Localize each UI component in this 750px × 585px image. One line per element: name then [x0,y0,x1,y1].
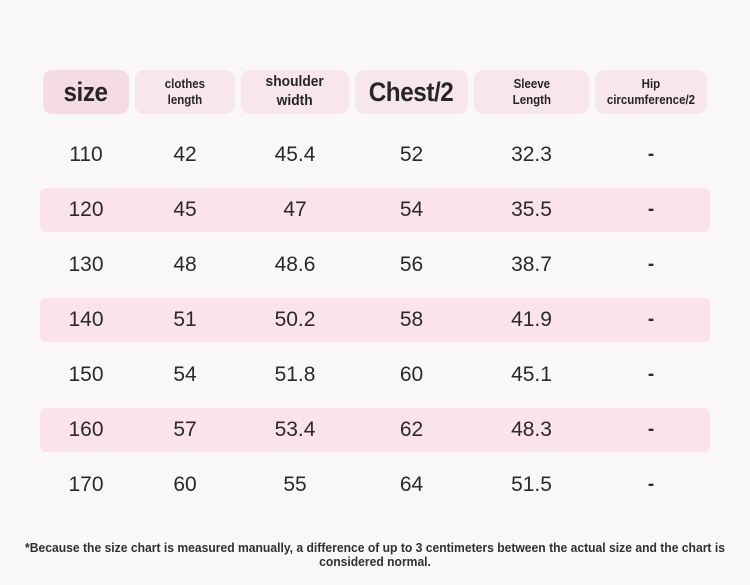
cell-hip-circumference-half: - [647,474,655,495]
cell-chest-half: 62 [399,418,424,441]
header-label-sleeve-length: Sleeve Length [512,76,550,109]
header-label-sleeve-length-line1: Sleeve [513,76,550,91]
table-row-120: 120 45 47 54 35.5 - [40,188,710,232]
header-label-hip-circumference-half-line2: circumference/2 [606,93,696,107]
cell-sleeve-length: 51.5 [511,473,552,496]
header-label-sleeve-length-line2: Length [512,93,551,107]
table-row-140: 140 51 50.2 58 41.9 - [40,298,710,342]
cell-clothes-length: 60 [173,473,197,496]
header-label-clothes-length-line1: clothes [164,76,206,91]
cell-chest-half: 60 [399,363,424,386]
cell-shoulder-width: 48.6 [274,253,316,276]
cell-shoulder-width: 50.2 [274,308,316,331]
header-label-clothes-length-line2: length [167,93,203,107]
cell-sleeve-length: 45.1 [511,363,552,386]
cell-sleeve-length: 32.3 [511,143,552,166]
size-chart-header-row: size clothes length shoulder width Chest… [40,70,710,114]
cell-shoulder-width: 51.8 [274,363,316,386]
table-row-130: 130 48 48.6 56 38.7 - [40,243,710,287]
cell-size: 120 [68,198,104,221]
cell-shoulder-width: 53.4 [274,418,316,441]
cell-size: 160 [68,418,104,441]
header-cell-sleeve-length-background [474,70,589,114]
cell-chest-half: 54 [399,198,424,221]
table-row-160: 160 57 53.4 62 48.3 - [40,408,710,452]
cell-chest-half: 58 [399,308,424,331]
header-label-hip-circumference-half-line1: Hip [641,76,661,91]
cell-clothes-length: 45 [173,198,197,221]
cell-size: 170 [68,473,104,496]
cell-clothes-length: 57 [173,418,197,441]
header-cell-size-background [43,70,129,114]
cell-hip-circumference-half: - [647,144,655,165]
cell-shoulder-width: 45.4 [274,143,316,166]
cell-hip-circumference-half: - [647,199,655,220]
header-cell-sleeve-length: Sleeve Length [471,70,592,114]
header-cell-chest-half: Chest/2 [352,70,471,114]
measurement-disclaimer: *Because the size chart is measured manu… [25,541,725,569]
header-cell-clothes-length-background [135,70,235,114]
cell-sleeve-length: 35.5 [511,198,552,221]
cell-hip-circumference-half: - [647,254,655,275]
header-label-shoulder-width-line2: width [276,92,314,109]
cell-hip-circumference-half: - [647,364,655,385]
header-cell-shoulder-width-background [241,70,349,114]
cell-hip-circumference-half: - [647,309,655,330]
header-cell-clothes-length: clothes length [132,70,238,114]
cell-clothes-length: 54 [173,363,197,386]
cell-chest-half: 56 [399,253,424,276]
header-cell-hip-circumference-half-background [595,70,707,114]
header-label-shoulder-width-line1: shoulder [265,73,325,91]
cell-shoulder-width: 47 [283,198,307,221]
cell-clothes-length: 51 [173,308,197,331]
header-label-size: size [63,76,109,107]
cell-size: 140 [68,308,104,331]
header-label-clothes-length: clothes length [165,76,205,109]
header-label-shoulder-width: shoulder width [266,73,324,111]
header-cell-shoulder-width: shoulder width [238,70,352,114]
table-row-150: 150 54 51.8 60 45.1 - [40,353,710,397]
cell-hip-circumference-half: - [647,419,655,440]
header-cell-chest-half-background [355,70,468,114]
cell-sleeve-length: 38.7 [511,253,552,276]
table-row-110: 110 42 45.4 52 32.3 - [40,133,710,177]
header-label-chest-half: Chest/2 [369,76,454,107]
cell-size: 150 [68,363,104,386]
cell-sleeve-length: 48.3 [511,418,552,441]
cell-size: 130 [68,253,104,276]
cell-chest-half: 64 [399,473,424,496]
header-label-hip-circumference-half: Hip circumference/2 [607,76,695,109]
cell-clothes-length: 42 [173,143,197,166]
cell-shoulder-width: 55 [283,473,307,496]
table-row-170: 170 60 55 64 51.5 - [40,463,710,507]
header-cell-hip-circumference-half: Hip circumference/2 [592,70,710,114]
cell-chest-half: 52 [399,143,424,166]
size-chart-body: 110 42 45.4 52 32.3 - 120 45 47 54 35.5 … [40,133,710,507]
cell-clothes-length: 48 [173,253,197,276]
header-cell-size: size [40,70,132,114]
cell-sleeve-length: 41.9 [511,308,552,331]
cell-size: 110 [69,143,103,166]
